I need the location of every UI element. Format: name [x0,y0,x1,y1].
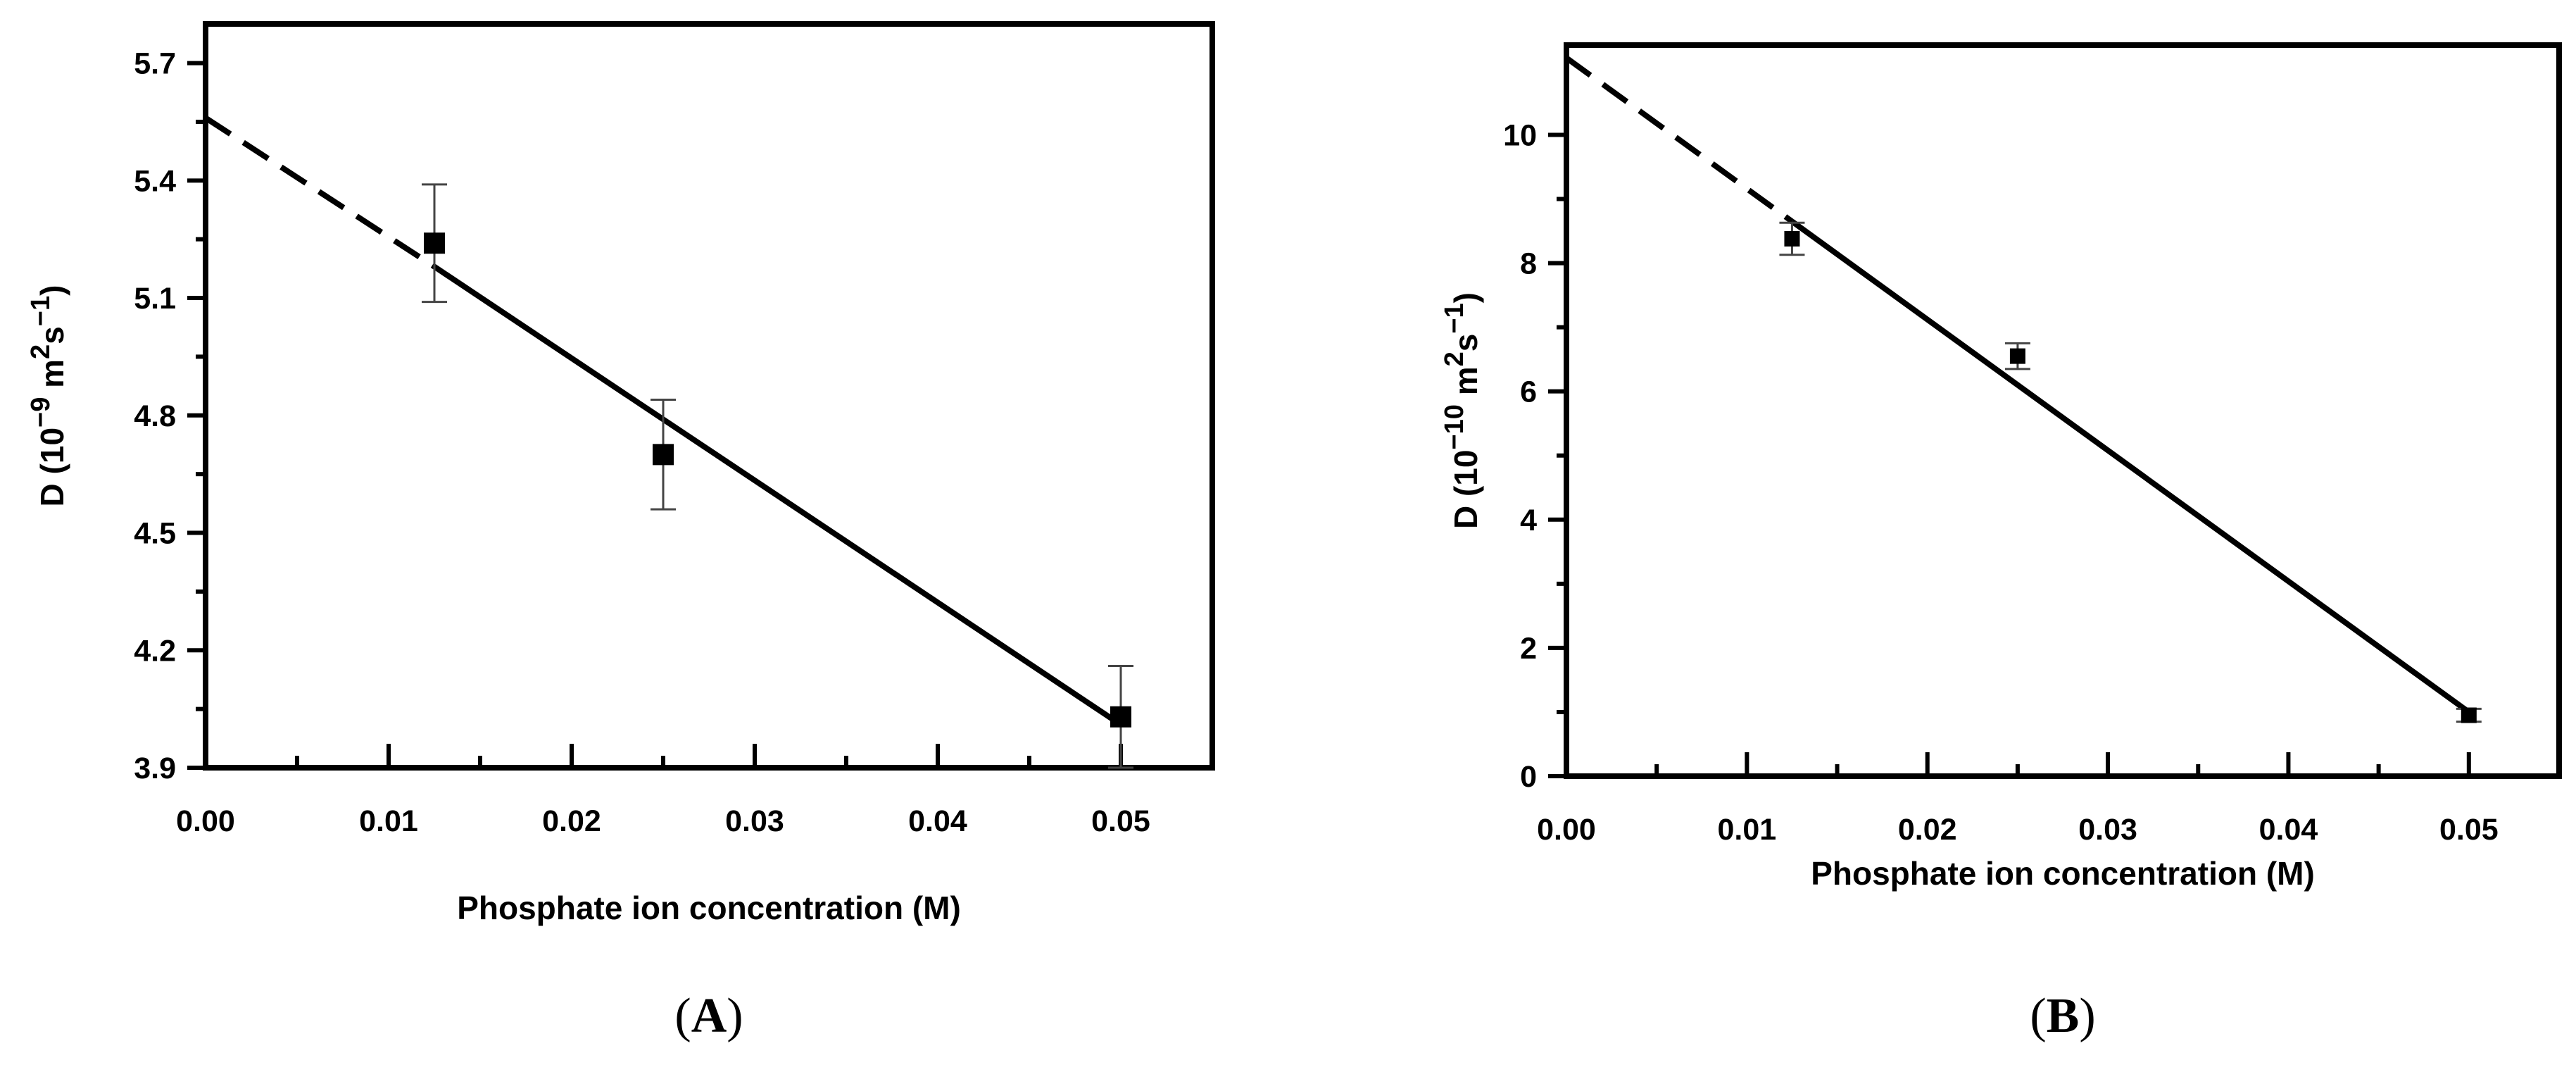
fit-line-dashed [1564,55,1794,224]
y-tick-label: 8 [1520,247,1537,281]
y-axis-title-unit2: s [34,326,70,344]
x-tick-label: 0.05 [2439,813,2499,847]
x-tick-label: 0.03 [2078,813,2137,847]
y-axis-title-exp2: 2 [1440,351,1469,366]
y-axis-title-exp3: −1 [26,296,56,326]
panel-label-close: ) [727,989,743,1043]
x-tick-label: 0.04 [908,804,967,838]
panel-label-close: ) [2079,989,2095,1043]
x-tick-label: 0.00 [1537,813,1596,847]
x-axis-title: Phosphate ion concentration (M) [1811,855,2315,892]
data-point [1110,706,1131,728]
y-tick-label: 5.1 [134,282,176,316]
x-tick-label: 0.01 [1718,813,1777,847]
y-axis-title-exp2: 2 [26,344,56,359]
data-point [2009,348,2025,364]
data-point [424,232,445,254]
panel-a: 0.00 0.01 0.02 0.03 0.04 0.05 3.9 4.2 4.5 4.8 5.1 5… [26,21,1215,1043]
y-tick-label: 2 [1520,632,1537,666]
y-axis-title-prefix: D (10 [1447,450,1484,529]
y-axis-title-close: ) [34,285,70,296]
x-tick-label: 0.05 [1091,804,1150,838]
y-tick-label: 4.2 [134,634,176,668]
plot-frame [1564,42,2562,779]
y-axis-title: D (10−10 m2s−1) [1440,292,1484,529]
x-tick-label: 0.02 [1898,813,1957,847]
data-point [653,444,674,466]
panel-label-letter: B [2047,989,2080,1043]
x-axis-title: Phosphate ion concentration (M) [457,890,961,926]
y-tick-label: 4.5 [134,517,176,551]
fit-line [432,264,1123,728]
data-point [1784,230,1800,247]
y-tick-label: 3.9 [134,752,176,785]
data-point [2461,707,2477,723]
x-tick-label: 0.04 [2259,813,2318,847]
panel-label-open: ( [2030,989,2046,1043]
panel-b: 0.00 0.01 0.02 0.03 0.04 0.05 0 2 4 6 8 10 Phosphate… [1440,42,2562,1043]
y-tick-label: 6 [1520,375,1537,409]
y-axis-title-unit: m [34,359,70,397]
x-tick-label: 0.03 [725,804,784,838]
x-tick-label: 0.02 [542,804,601,838]
y-axis-title-close: ) [1447,292,1484,303]
y-tick-label: 4.8 [134,399,176,433]
y-axis-title-exp: −10 [1440,404,1469,449]
panel-label: (B) [2030,989,2095,1043]
y-axis-title-prefix: D (10 [34,428,70,506]
y-tick-label: 0 [1520,760,1537,794]
fit-line [1790,219,2471,715]
y-axis-title-exp3: −1 [1440,303,1469,333]
panel-label-open: ( [674,989,691,1043]
y-tick-label: 5.4 [134,164,176,198]
y-tick-label: 5.7 [134,47,176,81]
y-axis-title-unit: m [1447,366,1484,404]
fit-line-dashed [203,116,436,269]
x-tick-label: 0.00 [176,804,235,838]
y-axis-title-exp: −9 [26,397,56,428]
plot-frame [203,21,1215,771]
x-tick-label: 0.01 [359,804,418,838]
panel-label: (A) [674,989,743,1043]
y-tick-label: 4 [1520,504,1537,537]
y-axis-title-unit2: s [1447,334,1484,352]
panel-label-letter: A [691,989,727,1043]
y-tick-label: 10 [1503,118,1537,152]
y-axis-title: D (10−9 m2s−1) [26,285,70,507]
